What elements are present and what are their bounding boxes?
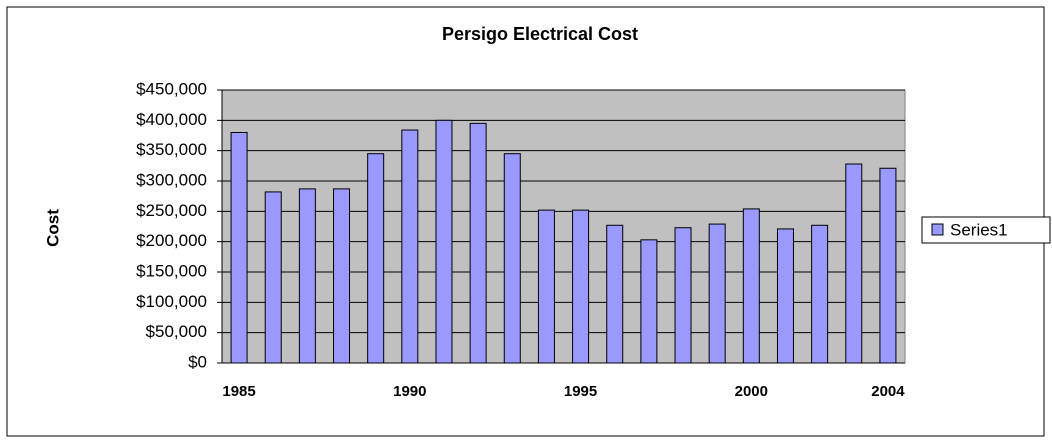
bar — [401, 129, 419, 364]
y-tick-label: $400,000 — [136, 110, 207, 129]
y-tick-label: $300,000 — [136, 170, 207, 189]
y-tick-label: $50,000 — [146, 322, 207, 341]
bar — [333, 188, 351, 364]
bar — [776, 228, 794, 364]
bar — [264, 191, 282, 364]
chart-title: Persigo Electrical Cost — [442, 24, 638, 44]
bar — [811, 224, 829, 364]
bar — [572, 209, 590, 364]
y-tick-label: $150,000 — [136, 261, 207, 280]
bar — [367, 153, 385, 364]
y-tick-label: $200,000 — [136, 231, 207, 250]
bar — [674, 227, 692, 364]
x-tick-label: 2004 — [871, 383, 905, 400]
x-tick-label: 2000 — [735, 383, 768, 400]
x-tick-label: 1995 — [564, 383, 597, 400]
bar — [708, 223, 726, 364]
y-tick-label: $350,000 — [136, 140, 207, 159]
bar — [469, 122, 487, 364]
y-tick-label: $100,000 — [136, 292, 207, 311]
bar — [298, 188, 316, 364]
bar — [537, 209, 555, 364]
plot-area — [221, 89, 906, 364]
x-tick-label: 1990 — [393, 383, 426, 400]
bar — [879, 167, 897, 364]
bar — [230, 131, 248, 364]
bar — [742, 208, 760, 364]
bar — [606, 224, 624, 364]
bar — [845, 163, 863, 364]
y-axis-label: Cost — [43, 209, 62, 247]
x-tick-label: 1985 — [222, 383, 255, 400]
bar — [640, 239, 658, 364]
legend-swatch — [931, 223, 944, 236]
y-tick-label: $0 — [188, 352, 207, 371]
legend-label: Series1 — [950, 220, 1008, 239]
y-tick-label: $450,000 — [136, 79, 207, 98]
bar — [503, 153, 521, 364]
y-tick-label: $250,000 — [136, 201, 207, 220]
bar — [435, 119, 453, 364]
